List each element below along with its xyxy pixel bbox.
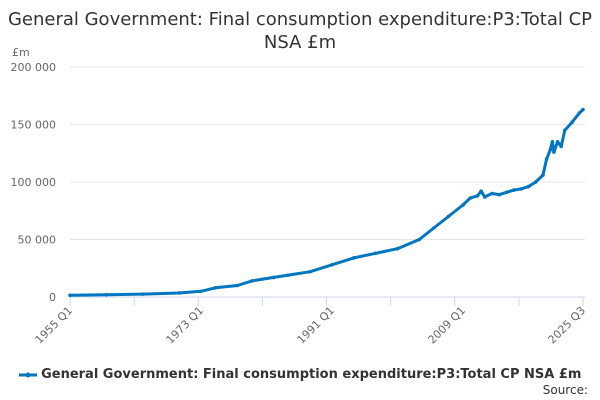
data-point (250, 279, 254, 283)
data-point (446, 214, 451, 219)
data-point (504, 190, 509, 195)
data-point (271, 275, 276, 280)
data-point (544, 157, 549, 161)
legend-line-icon (18, 372, 37, 377)
data-point (475, 194, 480, 198)
data-point (533, 180, 538, 184)
data-point (512, 188, 516, 192)
data-point (351, 256, 356, 260)
legend-label: General Government: Final consumption ex… (41, 367, 582, 382)
x-tick-label: 1973 Q1 (164, 304, 207, 347)
data-point (490, 191, 494, 196)
data-point (581, 107, 585, 112)
data-point (552, 150, 556, 154)
data-point (519, 187, 523, 191)
data-point (395, 246, 400, 251)
y-tick-label: 200 000 (11, 61, 57, 74)
x-tick-label: 1955 Q1 (33, 304, 76, 347)
data-point (570, 120, 574, 124)
data-point (526, 184, 531, 189)
data-point (550, 139, 555, 144)
data-point (235, 283, 240, 288)
chart-title: General Government: Final consumption ex… (7, 9, 593, 53)
data-point (199, 289, 203, 294)
y-tick-label: 150 000 (11, 119, 57, 132)
series-line (69, 108, 585, 297)
data-point (417, 237, 422, 242)
x-tick-label: 2009 Q1 (426, 304, 469, 347)
data-point (577, 111, 582, 115)
y-tick-label: 50 000 (18, 234, 57, 247)
data-point (432, 226, 436, 230)
data-point (497, 192, 502, 197)
data-point (177, 291, 181, 295)
legend-item[interactable]: General Government: Final consumption ex… (0, 367, 600, 382)
x-tick-label: 2025 Q3 (546, 304, 589, 347)
y-tick-label: 0 (49, 291, 56, 304)
data-point (555, 139, 560, 144)
data-point (140, 292, 145, 296)
x-tick-label: 1991 Q1 (295, 304, 338, 347)
data-point (286, 273, 291, 277)
source-label: Source: (542, 383, 588, 397)
data-point (213, 286, 218, 290)
data-point (468, 196, 473, 200)
y-tick-label: 100 000 (11, 176, 57, 189)
data-point (68, 293, 72, 298)
data-point (541, 173, 545, 177)
data-point (563, 128, 567, 133)
data-point (548, 148, 553, 152)
data-point (482, 195, 487, 199)
data-point (373, 251, 378, 256)
y-axis-label: £m (12, 46, 30, 59)
data-point (479, 189, 483, 193)
data-point (104, 292, 109, 297)
data-point (330, 263, 334, 267)
data-point (559, 144, 563, 149)
data-point (308, 269, 312, 274)
data-point (461, 203, 465, 207)
